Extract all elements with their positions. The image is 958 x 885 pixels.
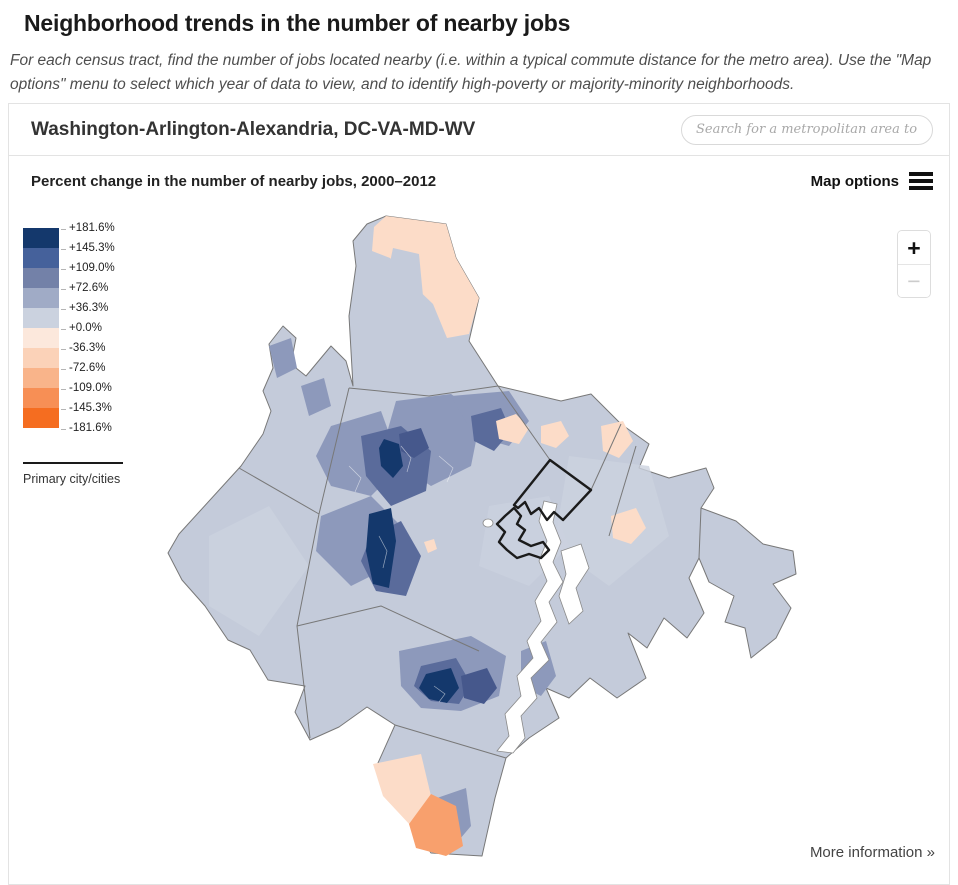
legend-label: +0.0% [61,322,102,334]
map-options-button[interactable]: Map options [811,172,933,190]
legend-label: -109.0% [61,382,112,394]
map-panel: +181.6% +145.3% +109.0% +72.6% +36.3% +0.0% -3… [9,206,949,884]
legend-color-cell [23,388,59,408]
legend-color-cell [23,328,59,348]
map-title: Percent change in the number of nearby j… [31,172,437,190]
search-input[interactable] [681,114,933,145]
legend: +181.6% +145.3% +109.0% +72.6% +36.3% +0.0% -3… [23,222,123,486]
map-toolbar: Percent change in the number of nearby j… [9,156,949,206]
legend-label: +181.6% [61,222,115,234]
page-subtitle: For each census tract, find the number o… [10,52,932,94]
legend-color-cell [23,268,59,288]
legend-color-cell [23,408,59,428]
metro-map[interactable] [9,206,949,878]
legend-color-cell [23,288,59,308]
legend-color-cell [23,368,59,388]
card-header: Washington-Arlington-Alexandria, DC-VA-M… [9,104,949,156]
map-options-label: Map options [810,172,899,190]
legend-color-cell [23,308,59,328]
primary-city-line [23,462,123,464]
legend-color-cell [23,228,59,248]
more-information-link[interactable]: More information » [809,844,935,861]
legend-color-cell [23,348,59,368]
primary-city-label: Primary city/cities [23,472,121,486]
zoom-controls: + − [897,230,931,298]
legend-label: +36.3% [60,302,109,314]
legend-label: +72.6% [60,282,109,294]
legend-swatches [23,228,59,428]
legend-label: +109.0% [61,262,115,274]
map-water [482,500,590,754]
legend-label: +145.3% [61,242,115,254]
legend-color-cell [23,248,59,268]
map-region-base[interactable] [167,215,797,857]
zoom-out-button[interactable]: − [898,264,930,297]
legend-label: -72.6% [60,362,106,374]
map-county-borders [238,385,702,759]
legend-label: -145.3% [61,402,112,414]
zoom-in-button[interactable]: + [898,231,930,264]
page-title: Neighborhood trends in the number of nea… [24,10,571,36]
legend-labels: +181.6% +145.3% +109.0% +72.6% +36.3% +0.0% -3… [60,222,139,448]
metro-card: Washington-Arlington-Alexandria, DC-VA-M… [8,103,950,885]
legend-label: -181.6% [61,422,112,434]
legend-label: -36.3% [60,342,106,354]
primary-city-outline [495,458,593,560]
metro-title: Washington-Arlington-Alexandria, DC-VA-M… [31,118,476,140]
hamburger-icon [909,172,933,190]
